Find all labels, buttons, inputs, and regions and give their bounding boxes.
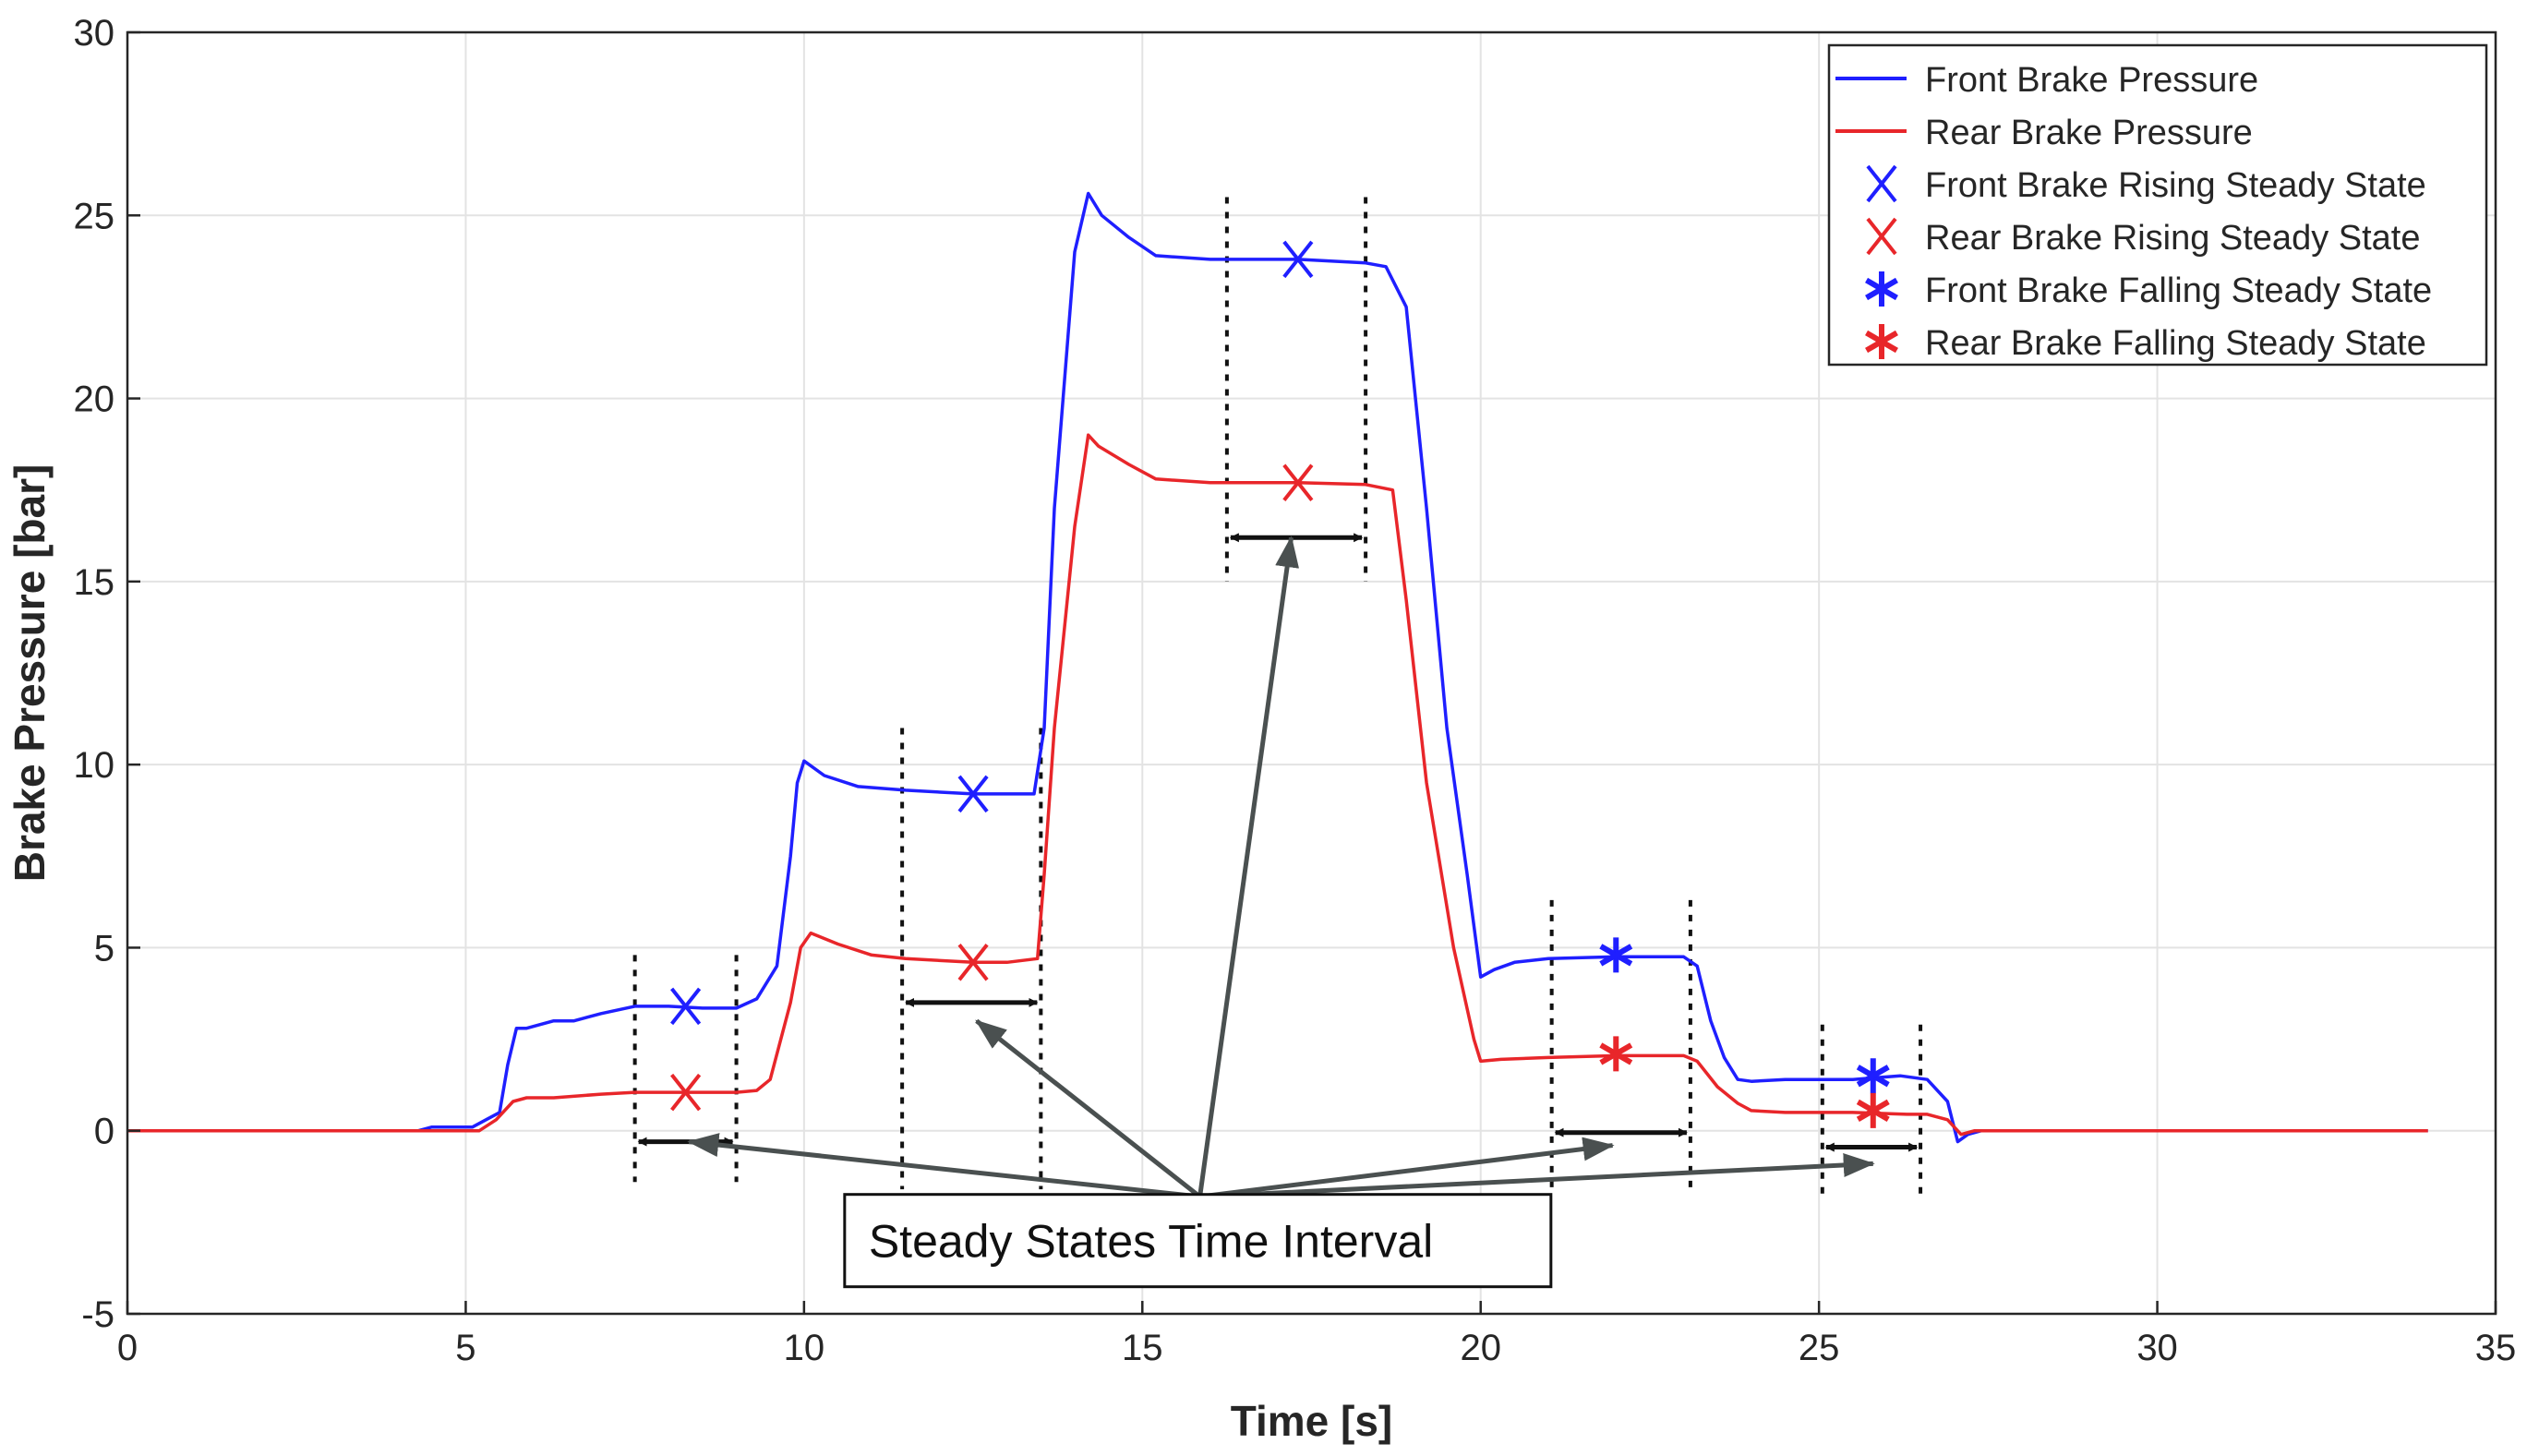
y-tick-label: 0	[94, 1112, 114, 1152]
legend-label: Rear Brake Rising Steady State	[1925, 219, 2421, 258]
marker-stroke	[1599, 1042, 1633, 1065]
rising-steady-state-marker	[1282, 240, 1314, 279]
x-tick-label: 20	[1460, 1328, 1501, 1368]
x-tick-label: 30	[2136, 1328, 2178, 1368]
axes-frame	[126, 30, 2497, 1316]
annotation: Steady States Time Interval	[687, 535, 1875, 1289]
y-axis-title: Brake Pressure [bar]	[6, 464, 54, 883]
rising-steady-state-marker	[957, 775, 989, 813]
front-brake-pressure-line	[127, 191, 2428, 1144]
annotation-box	[843, 1193, 1553, 1289]
falling-steady-state-marker	[1599, 937, 1633, 973]
legend-label: Front Brake Falling Steady State	[1925, 271, 2432, 310]
y-tick-label: 15	[74, 562, 115, 603]
legend-label: Rear Brake Falling Steady State	[1925, 324, 2426, 363]
legend-label: Front Brake Pressure	[1925, 61, 2258, 100]
falling-steady-state-marker	[1599, 1036, 1633, 1072]
marker-stroke	[1866, 164, 1897, 203]
marker-stroke	[1865, 277, 1898, 301]
legend-entry: Rear Brake Pressure	[1835, 114, 2253, 152]
x-tick-label: 10	[784, 1328, 825, 1368]
rear-brake-pressure-line	[127, 433, 2428, 1137]
y-tick-label: 30	[74, 13, 115, 54]
annotation-arrow	[1199, 1152, 1875, 1199]
y-tick-label: -5	[81, 1294, 114, 1335]
legend-label: Front Brake Rising Steady State	[1925, 166, 2426, 205]
annotation-arrow	[1197, 535, 1299, 1197]
legend-x-swatch	[1866, 164, 1897, 203]
steady-state-markers	[670, 240, 1890, 1128]
marker-stroke	[1599, 944, 1633, 967]
marker-stroke	[957, 944, 989, 981]
rising-steady-state-marker	[957, 944, 989, 981]
marker-stroke	[1866, 217, 1897, 256]
legend-star-swatch	[1865, 271, 1898, 307]
x-tick-label: 35	[2475, 1328, 2517, 1368]
rising-steady-state-marker	[670, 987, 702, 1026]
falling-steady-state-marker	[1856, 1092, 1890, 1128]
legend-x-swatch	[1866, 217, 1897, 256]
legend-entry: Rear Brake Rising Steady State	[1866, 217, 2421, 258]
x-tick-label: 25	[1799, 1328, 1840, 1368]
x-tick-label: 0	[117, 1328, 138, 1368]
legend-entry: Front Brake Rising Steady State	[1866, 164, 2426, 205]
x-tick-label: 5	[455, 1328, 475, 1368]
annotation-arrow	[1199, 1137, 1615, 1199]
marker-stroke	[1282, 240, 1314, 279]
y-tick-label: 25	[74, 196, 115, 236]
marker-stroke	[1865, 330, 1898, 354]
rising-steady-state-marker	[670, 1073, 702, 1112]
x-axis-title: Time [s]	[1231, 1397, 1393, 1445]
marker-stroke	[1856, 1065, 1890, 1088]
legend-box	[1827, 43, 2488, 367]
x-tick-label: 15	[1122, 1328, 1163, 1368]
y-tick-label: 10	[74, 745, 115, 786]
y-tick-label: 5	[94, 928, 114, 969]
series-lines	[127, 191, 2428, 1144]
annotation-arrow	[687, 1133, 1200, 1199]
marker-stroke	[957, 775, 989, 813]
marker-stroke	[670, 987, 702, 1026]
y-tick-label: 20	[74, 379, 115, 420]
legend-entry: Rear Brake Falling Steady State	[1865, 324, 2426, 363]
annotation-arrow	[975, 1018, 1202, 1199]
marker-stroke	[1282, 463, 1314, 502]
legend-entry: Front Brake Falling Steady State	[1865, 271, 2432, 310]
annotation-label: Steady States Time Interval	[869, 1216, 1433, 1268]
legend-entry: Front Brake Pressure	[1835, 61, 2258, 100]
legend: Front Brake Pressure Rear Brake Pressure F…	[1827, 43, 2488, 367]
legend-star-swatch	[1865, 324, 1898, 359]
steady-state-intervals	[632, 197, 1923, 1197]
marker-stroke	[670, 1073, 702, 1112]
legend-label: Rear Brake Pressure	[1925, 114, 2253, 152]
rising-steady-state-marker	[1282, 463, 1314, 502]
falling-steady-state-marker	[1856, 1058, 1890, 1094]
marker-stroke	[1856, 1099, 1890, 1123]
